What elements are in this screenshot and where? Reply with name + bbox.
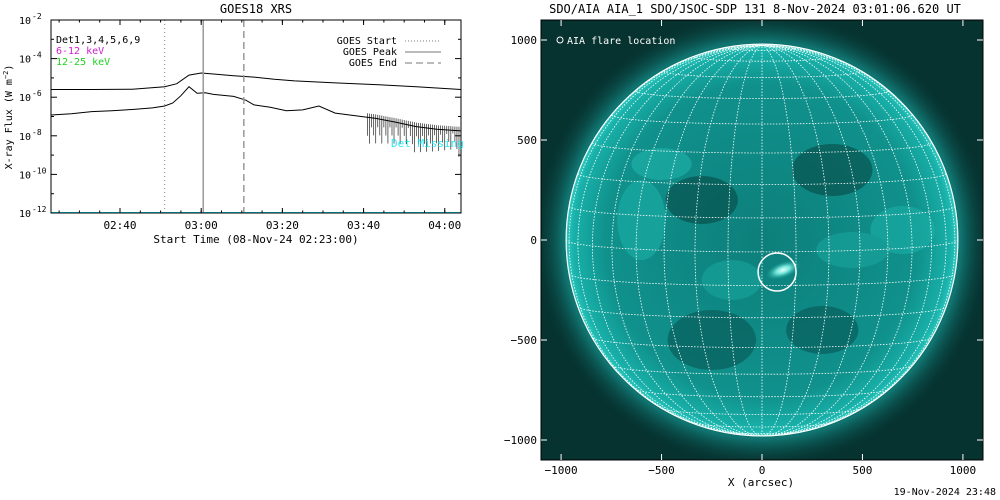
goes-y-tick-exponent: -2	[32, 12, 42, 21]
flare-location-legend-marker	[556, 36, 564, 44]
goes-y-tick-exponent: -4	[32, 51, 42, 60]
aia-image-title: SDO/AIA AIA_1 SDO/JSOC-SDP 131 8-Nov-202…	[549, 2, 961, 16]
goes-detector-legend-item: 6-12 keV	[56, 46, 104, 57]
goes-plot-frame	[50, 19, 462, 214]
goes-detector-legend-item: Det1,3,4,5,6,9	[56, 35, 140, 46]
goes-y-tick-exponent: -8	[32, 128, 42, 137]
goes-chart-title: GOES18 XRS	[220, 2, 292, 16]
goes-y-tick-label: 10	[19, 170, 31, 181]
aia-x-tick-label: −1000	[545, 464, 578, 477]
flare-location-marker	[757, 252, 797, 292]
goes-x-tick-label: 03:40	[347, 219, 380, 232]
goes-y-tick-label: 10	[19, 132, 31, 143]
aia-image-area	[541, 20, 983, 460]
goes-plot-area	[51, 20, 461, 213]
aia-y-tick-label: 1000	[511, 34, 538, 47]
goes-x-tick-label: 04:00	[428, 219, 461, 232]
aia-x-tick-label: 0	[759, 464, 766, 477]
goes-series-2	[51, 86, 461, 132]
generation-timestamp: 19-Nov-2024 23:48	[893, 487, 996, 498]
goes-y-axis-label: X-ray Flux (W m−2)	[2, 65, 15, 170]
goes-x-tick-label: 02:40	[103, 219, 136, 232]
goes-x-axis-label: Start Time (08-Nov-24 02:23:00)	[153, 233, 358, 246]
goes-noise-spikes	[367, 113, 461, 157]
det-missing-annotation: Det Missing	[391, 137, 464, 150]
goes-x-tick-label: 03:00	[185, 219, 218, 232]
aia-y-tick-label: 0	[530, 234, 537, 247]
goes-y-tick-exponent: -6	[32, 89, 42, 98]
aia-x-axis-label: X (arcsec)	[728, 476, 794, 489]
aia-y-tick-label: 500	[517, 134, 537, 147]
aia-flare-legend: AIA flare location	[556, 36, 675, 47]
goes-event-legend-label: GOES End	[349, 58, 397, 69]
aia-x-ticks: −1000 −500 0 500 1000	[545, 20, 977, 477]
goes-y-tick-label: 10	[19, 16, 31, 27]
goes-xrs-chart: GOES18 XRS 02:40 03:00 03:20 03:40 04:00 10-…	[2, 2, 464, 246]
goes-event-legend-label: GOES Peak	[343, 47, 397, 58]
aia-y-ticks: −1000 −500 0 500 1000	[504, 34, 983, 447]
heliographic-grid	[565, 45, 959, 436]
goes-y-tick-label: 10	[19, 209, 31, 220]
goes-y-tick-exponent: -12	[32, 205, 47, 214]
aia-x-tick-label: 500	[853, 464, 873, 477]
aia-y-tick-label: −1000	[504, 434, 537, 447]
goes-detector-legend-item: 12-25 keV	[56, 57, 110, 68]
goes-y-tick-label: 10	[19, 93, 31, 104]
goes-x-tick-label: 03:20	[266, 219, 299, 232]
goes-y-tick-label: 10	[19, 55, 31, 66]
goes-series-1	[51, 72, 461, 90]
goes-x-ticks: 02:40 03:00 03:20 03:40 04:00	[58, 20, 461, 232]
aia-x-tick-label: −500	[648, 464, 675, 477]
flare-location-legend-label: AIA flare location	[567, 36, 675, 47]
aia-y-tick-label: −500	[511, 334, 538, 347]
flare-brightening	[765, 260, 801, 280]
aia-x-tick-label: 1000	[950, 464, 977, 477]
goes-event-legend-label: GOES Start	[337, 36, 397, 47]
goes-y-tick-exponent: -10	[32, 166, 47, 175]
solar-limb	[565, 43, 959, 437]
aia-image-chart: SDO/AIA AIA_1 SDO/JSOC-SDP 131 8-Nov-202…	[504, 2, 984, 489]
